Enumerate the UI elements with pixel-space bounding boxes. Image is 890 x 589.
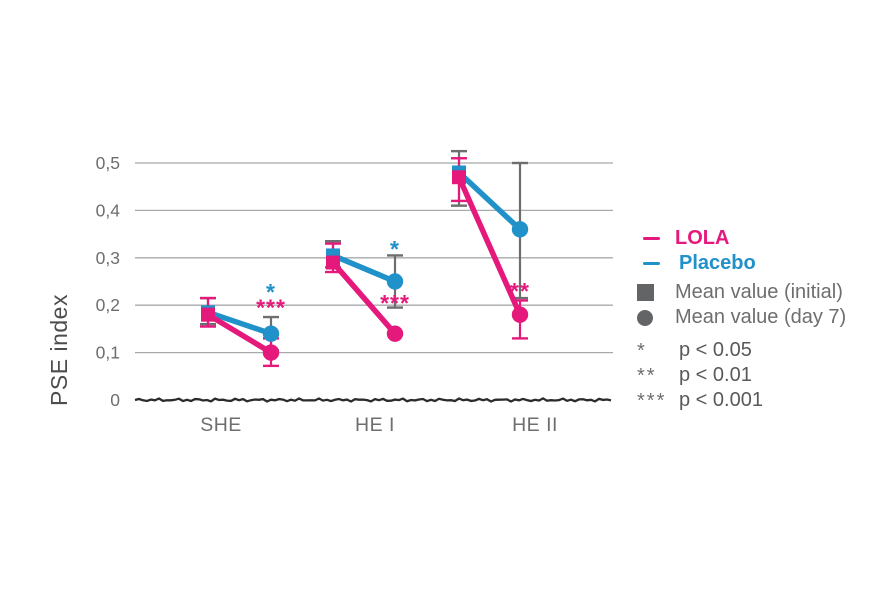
three-asterisk-icon: *** xyxy=(637,389,667,412)
series-line-lola xyxy=(456,174,523,318)
marker-day7-lola xyxy=(386,325,404,342)
legend-item-p0001: *** p < 0.001 xyxy=(637,388,867,413)
two-asterisk-icon: ** xyxy=(637,364,657,387)
y-tick-label: 0,3 xyxy=(96,248,120,268)
series-line-lola xyxy=(330,259,398,337)
significance-marker: ** xyxy=(510,278,530,304)
legend-item-mean-initial: Mean value (initial) xyxy=(637,280,867,305)
y-axis-title: PSE index xyxy=(46,294,72,406)
legend-label-lola: LOLA xyxy=(675,227,730,249)
series-line-placebo xyxy=(330,252,398,285)
significance-marker: * xyxy=(390,236,400,262)
legend-item-p001: ** p < 0.01 xyxy=(637,363,867,388)
y-tick-label: 0,4 xyxy=(96,200,121,220)
legend-item-mean-day7: Mean value (day 7) xyxy=(637,305,867,330)
significance-marker: *** xyxy=(380,290,410,316)
marker-initial-lola xyxy=(201,307,215,322)
legend-label-p0001: p < 0.001 xyxy=(679,389,763,411)
series-line-placebo xyxy=(456,169,523,233)
marker-day7-placebo xyxy=(511,221,529,238)
marker-initial-lola xyxy=(452,170,466,185)
marker-day7-lola xyxy=(511,306,529,323)
lola-line-swatch xyxy=(637,237,663,240)
marker-initial-lola xyxy=(326,255,340,270)
circle-marker-icon xyxy=(637,309,663,326)
series-line-placebo xyxy=(205,309,274,337)
significance-marker: * xyxy=(266,279,276,305)
marker-day7-lola xyxy=(262,344,280,361)
legend-label-p005: p < 0.05 xyxy=(679,339,752,361)
marker-day7-placebo xyxy=(386,273,404,290)
legend-label-placebo: Placebo xyxy=(679,252,756,274)
y-tick-label: 0,1 xyxy=(96,343,120,363)
y-tick-label: 0 xyxy=(110,390,120,410)
y-tick-label: 0,2 xyxy=(96,295,120,315)
x-axis-label: HE I xyxy=(355,414,395,436)
y-tick-label: 0,5 xyxy=(96,153,120,173)
legend-label-mean-initial: Mean value (initial) xyxy=(675,281,843,303)
marker-day7-placebo xyxy=(262,325,280,342)
legend: LOLA Placebo Mean value (initial) Mean v… xyxy=(637,226,867,413)
series-line-lola xyxy=(205,311,274,356)
legend-item-lola: LOLA xyxy=(637,226,867,251)
legend-label-p001: p < 0.01 xyxy=(679,364,752,386)
legend-label-mean-day7: Mean value (day 7) xyxy=(675,306,847,328)
x-axis-zero-line xyxy=(134,397,612,403)
legend-item-placebo: Placebo xyxy=(637,251,867,276)
placebo-line-swatch xyxy=(637,262,663,265)
legend-item-p005: * p < 0.05 xyxy=(637,338,867,363)
square-marker-icon xyxy=(637,284,663,301)
significance-marker: *** xyxy=(256,295,286,321)
one-asterisk-icon: * xyxy=(637,339,647,362)
x-axis-label: SHE xyxy=(200,414,242,436)
x-axis-label: HE II xyxy=(512,414,558,436)
